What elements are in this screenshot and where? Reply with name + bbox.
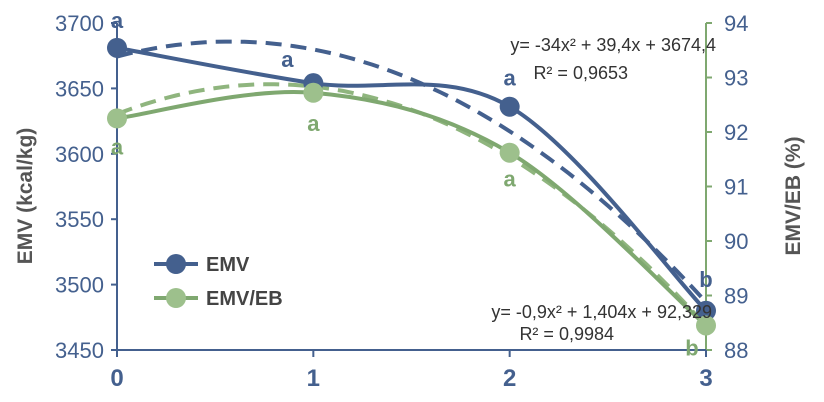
series-line-emv xyxy=(116,45,708,313)
series-lines xyxy=(107,37,716,336)
x-tick-label: 1 xyxy=(307,365,320,392)
legend-label-emv: EMV xyxy=(206,254,250,276)
y-right-tick-label: 92 xyxy=(724,120,748,145)
equation-emv-eb: y= -0,9x² + 1,404x + 92,329 xyxy=(491,302,712,322)
legend-marker-emv xyxy=(166,254,186,274)
y-left-tick-label: 3450 xyxy=(55,338,104,363)
y-left-tick-label: 3700 xyxy=(55,11,104,36)
equation-emv: y= -34x² + 39,4x + 3674,4 xyxy=(510,35,716,55)
y-axis-right-title: EMV/EB (%) xyxy=(782,136,805,255)
significance-label-emv-eb: a xyxy=(111,134,124,159)
y-right-tick-label: 94 xyxy=(724,11,748,36)
legend: EMV EMV/EB xyxy=(154,254,283,310)
y-right-tick-label: 93 xyxy=(724,66,748,91)
significance-labels: a a a b a a a b xyxy=(111,8,713,361)
data-point-emv-eb xyxy=(696,315,716,336)
legend-item-emv: EMV xyxy=(154,254,250,276)
x-tick-label: 2 xyxy=(503,365,516,392)
y-axis-left-title: EMV (kcal/kg) xyxy=(14,128,37,265)
significance-label-emv-eb: b xyxy=(685,335,698,360)
r2-emv: R² = 0,9653 xyxy=(533,63,628,83)
y-right-tick-label: 89 xyxy=(724,284,748,309)
y-left-tick-label: 3650 xyxy=(55,76,104,101)
y-left-tick-label: 3550 xyxy=(55,207,104,232)
axes: 3450 3500 3550 3600 3650 3700 88 89 90 91 92 93 94 0 1… xyxy=(55,11,748,392)
x-tick-label: 3 xyxy=(699,365,712,392)
y-left-tick-label: 3500 xyxy=(55,273,104,298)
y-right-tick-label: 88 xyxy=(724,338,748,363)
series-line-emv-eb xyxy=(116,90,708,328)
legend-marker-emv-eb xyxy=(166,288,186,308)
data-point-emv-eb xyxy=(107,108,127,129)
data-point-emv-eb xyxy=(499,142,520,163)
trendline-emv xyxy=(116,39,708,304)
significance-label-emv: a xyxy=(281,47,294,72)
significance-label-emv: b xyxy=(699,267,712,292)
y-right-tick-label: 91 xyxy=(724,175,748,200)
significance-label-emv: a xyxy=(504,66,517,91)
r2-emv-eb: R² = 0,9984 xyxy=(519,324,614,344)
data-point-emv xyxy=(499,96,520,117)
data-point-emv-eb xyxy=(303,82,324,103)
x-tick-label: 0 xyxy=(110,365,123,392)
legend-item-emv-eb: EMV/EB xyxy=(154,288,283,310)
data-point-emv xyxy=(696,300,716,321)
y-left-tick-label: 3600 xyxy=(55,142,104,167)
significance-label-emv: a xyxy=(111,8,124,33)
y-right-tick-label: 90 xyxy=(724,229,748,254)
significance-label-emv-eb: a xyxy=(504,167,517,192)
significance-label-emv-eb: a xyxy=(307,111,320,136)
legend-label-emv-eb: EMV/EB xyxy=(206,288,283,310)
data-point-emv xyxy=(107,37,127,58)
